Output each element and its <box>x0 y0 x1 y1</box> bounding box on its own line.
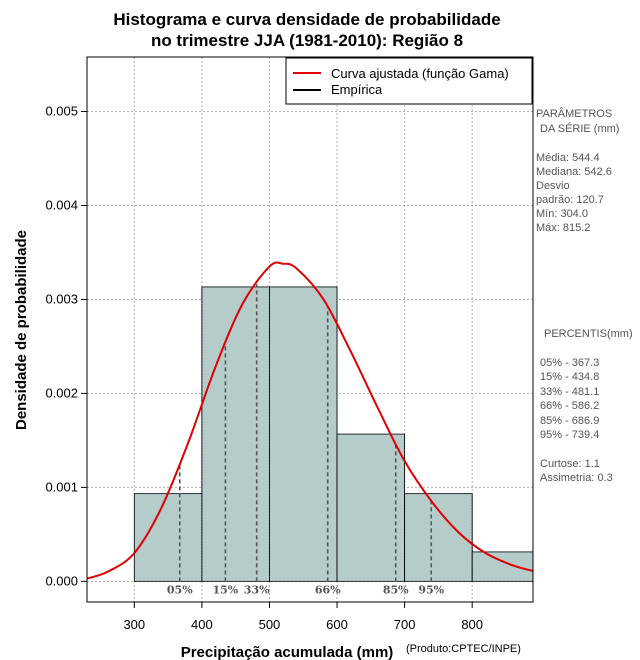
percentile-label-66: 66% <box>315 583 341 596</box>
param-mean: Média: 544.4 <box>536 152 600 164</box>
histogram-bar-5 <box>471 551 533 582</box>
percentile-label-33: 33% <box>244 583 270 596</box>
params-title-1: PARÂMETROS <box>536 107 612 120</box>
y-tick-label-1: 0.001 <box>45 479 78 494</box>
y-axis: 0.000 0.001 0.002 0.003 0.004 0.005 <box>45 104 87 588</box>
legend-empirical-label: Empírica <box>331 82 383 97</box>
x-tick-label-3: 600 <box>326 617 348 632</box>
legend: Curva ajustada (função Gama) Empírica <box>285 57 533 105</box>
histogram-bar-3 <box>336 433 406 582</box>
fitted-gamma-curve <box>87 261 533 580</box>
percentil-15: 15% - 434.8 <box>540 371 599 383</box>
params-title-2: DA SÉRIE (mm) <box>540 122 619 135</box>
percentile-label-15: 15% <box>213 583 239 596</box>
histogram-bars <box>133 286 533 582</box>
plot-frame <box>86 56 534 603</box>
param-median: Mediana: 542.6 <box>536 166 612 178</box>
assimetria: Assimetria: 0.3 <box>540 472 613 484</box>
percentil-85: 85% - 686.9 <box>540 415 599 427</box>
param-desvio: Desvio <box>536 180 570 192</box>
param-min: Mín: 304.0 <box>536 208 588 220</box>
param-max: Máx: 815.2 <box>536 222 590 234</box>
legend-fitted-label: Curva ajustada (função Gama) <box>331 66 509 81</box>
y-tick-label-2: 0.002 <box>45 385 78 400</box>
y-tick-label-5: 0.005 <box>45 104 78 119</box>
x-tick-label-5: 800 <box>461 617 483 632</box>
histogram-bar-2 <box>269 286 338 582</box>
y-tick-label-0: 0.000 <box>45 573 78 588</box>
percentile-lines <box>178 284 433 582</box>
credit-text: (Produto:CPTEC/INPE) <box>406 643 521 655</box>
percentil-05: 05% - 367.3 <box>540 357 599 369</box>
param-stddev: padrão: 120.7 <box>536 194 604 206</box>
chart-title-line1: Histograma e curva densidade de probabil… <box>113 10 500 29</box>
y-tick-label-4: 0.004 <box>45 197 78 212</box>
percentil-66: 66% - 586.2 <box>540 400 599 412</box>
percentil-95: 95% - 739.4 <box>540 429 599 441</box>
percentil-33: 33% - 481.1 <box>540 386 599 398</box>
x-tick-label-4: 700 <box>394 617 416 632</box>
y-axis-label: Densidade de probabilidade <box>13 230 30 430</box>
histogram-bar-1 <box>201 286 270 582</box>
percentile-label-95: 95% <box>418 583 444 596</box>
curtose: Curtose: 1.1 <box>540 458 600 470</box>
percentis-title: PERCENTIS(mm) <box>544 328 633 340</box>
x-tick-label-2: 500 <box>259 617 281 632</box>
percentile-label-05: 05% <box>167 583 193 596</box>
chart-title-line2: no trimestre JJA (1981-2010): Região 8 <box>151 31 463 50</box>
side-panel: PARÂMETROS DA SÉRIE (mm) Média: 544.4 Me… <box>536 107 633 484</box>
x-axis-label: Precipitação acumulada (mm) <box>181 644 394 660</box>
percentile-label-85: 85% <box>383 583 409 596</box>
fitted-curve-group <box>87 261 533 580</box>
x-tick-label-1: 400 <box>191 617 213 632</box>
legend-box <box>285 57 533 105</box>
histogram-bar-4 <box>404 493 473 582</box>
y-tick-label-3: 0.003 <box>45 291 78 306</box>
x-axis: 300 400 500 600 700 800 <box>123 602 483 632</box>
x-tick-label-0: 300 <box>123 617 145 632</box>
